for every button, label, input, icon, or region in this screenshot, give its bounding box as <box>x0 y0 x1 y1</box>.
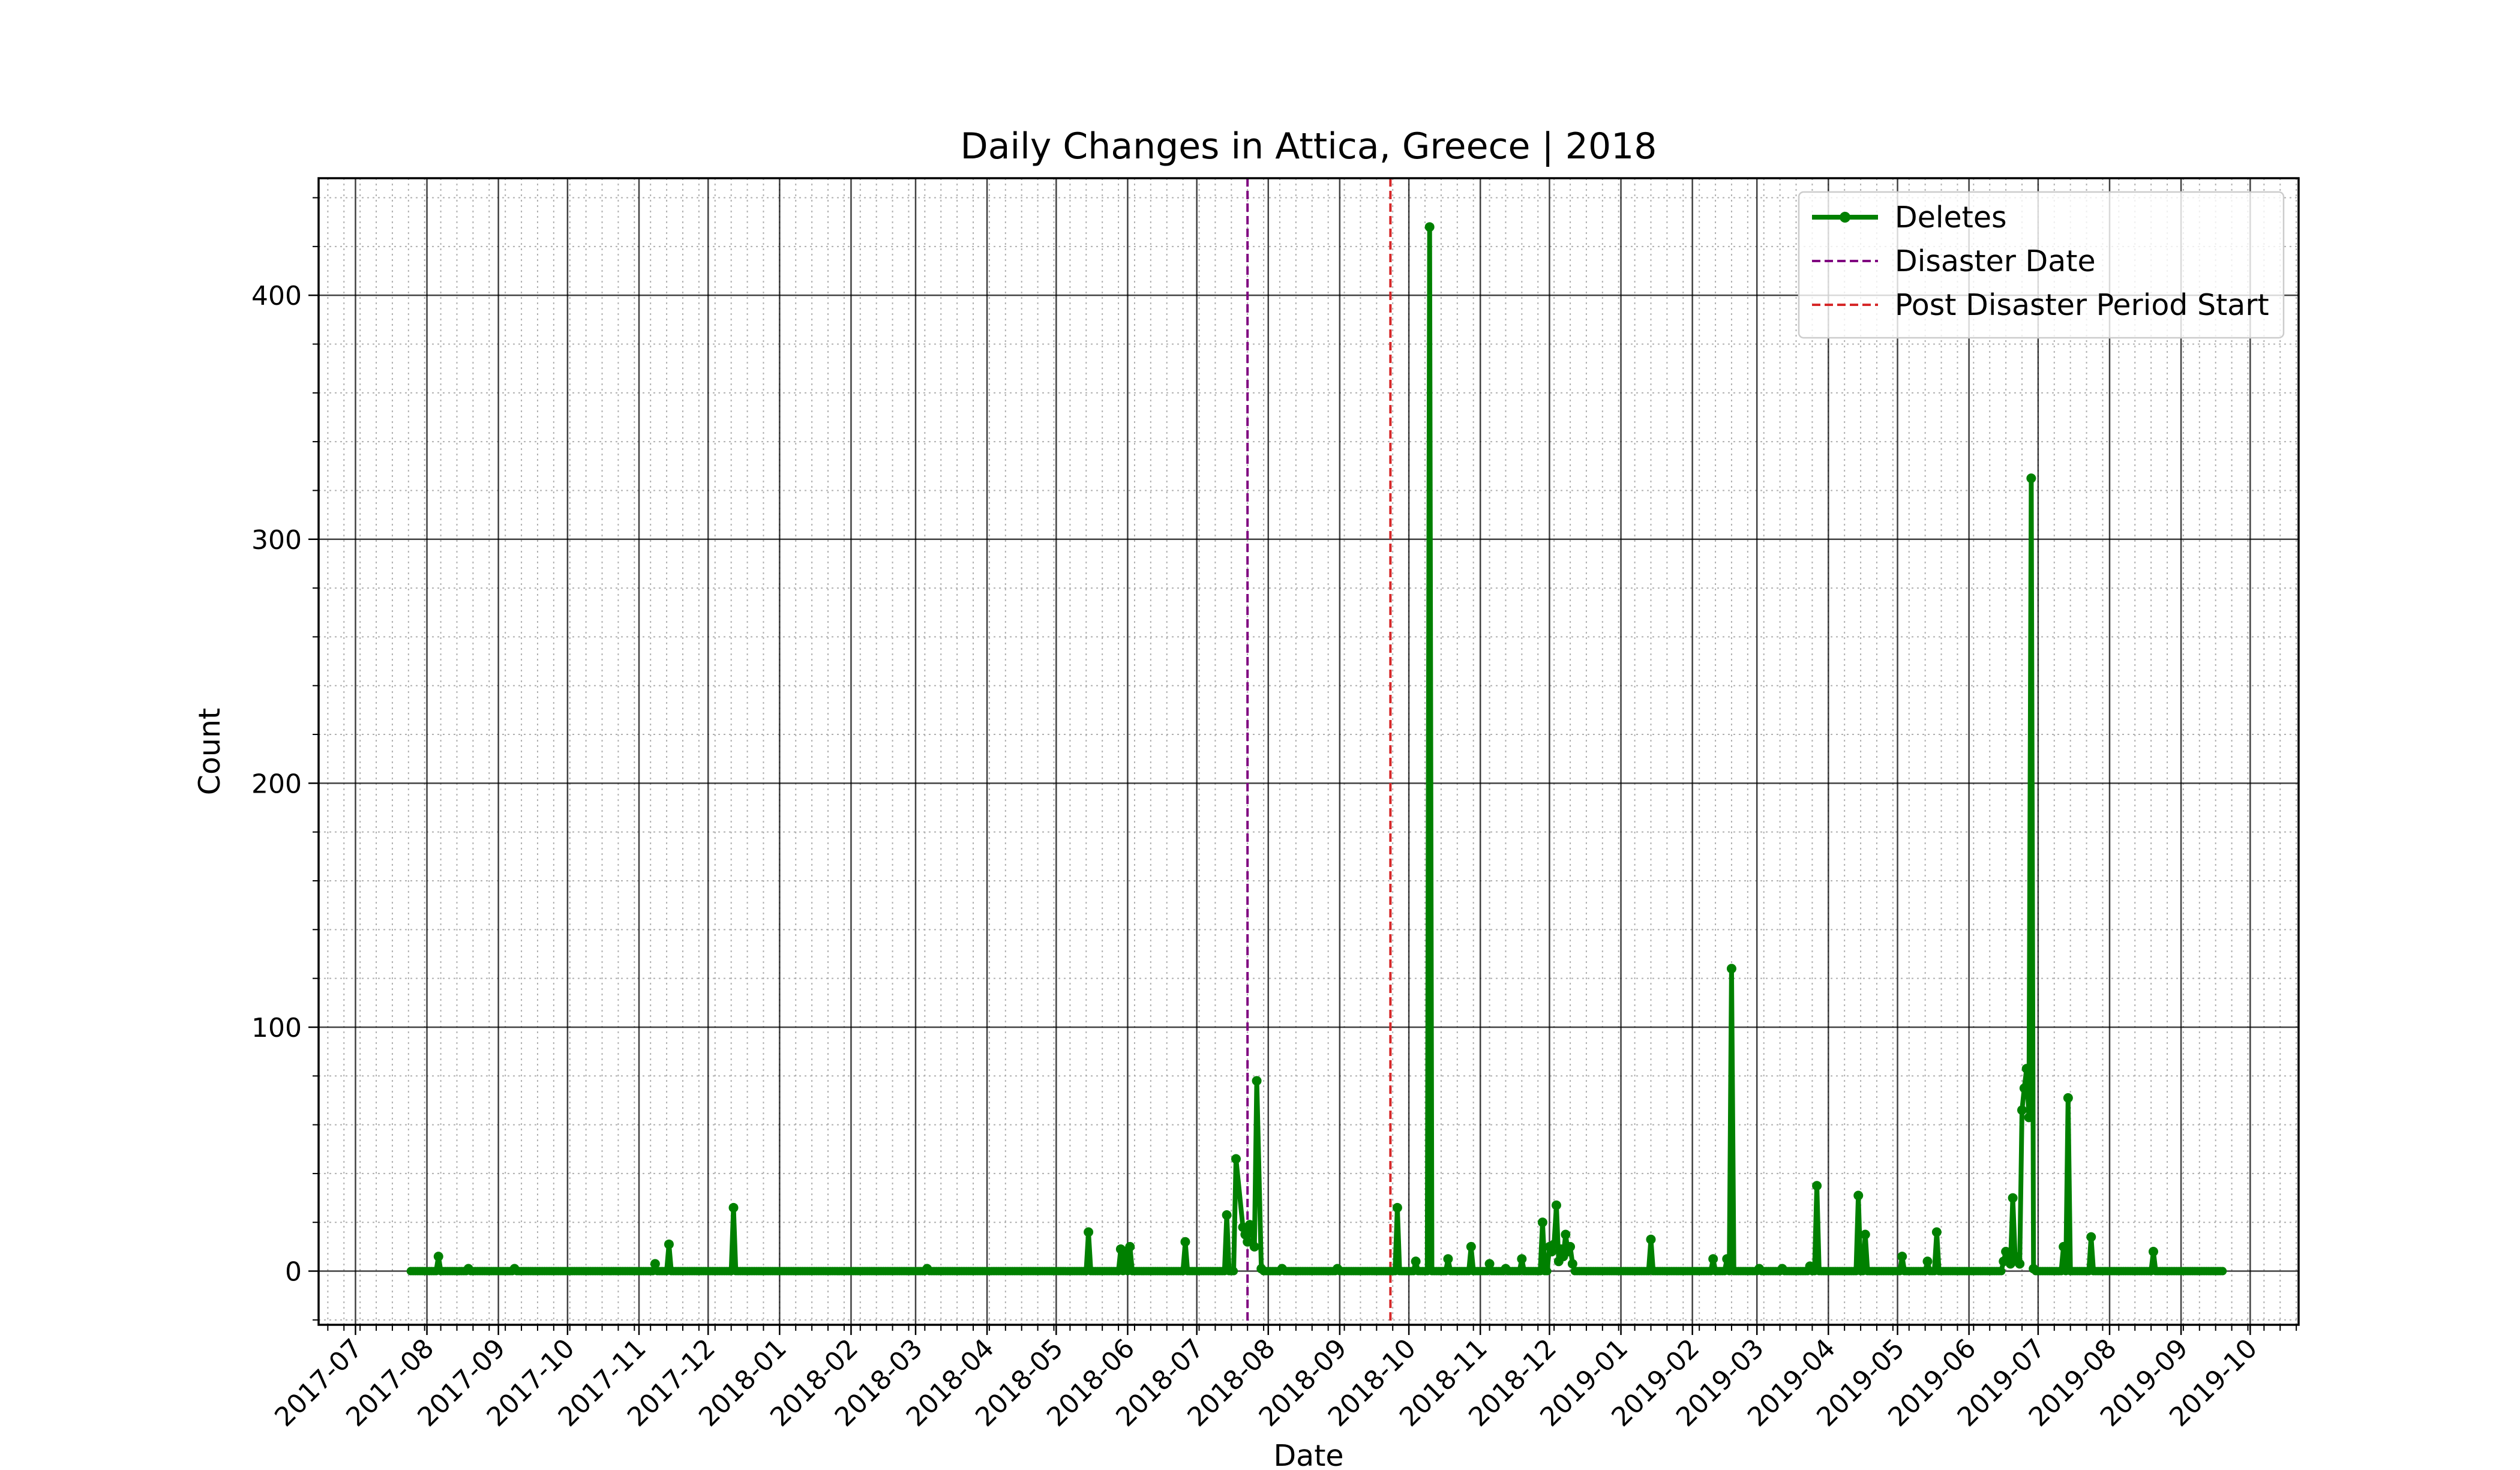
y-tick-label: 0 <box>285 1257 302 1288</box>
legend-post-disaster-period-start-label: Post Disaster Period Start <box>1895 288 2269 322</box>
data-point <box>1392 1202 1402 1213</box>
data-point <box>1549 1239 1559 1249</box>
data-point <box>1277 1264 1287 1274</box>
data-point <box>1931 1227 1942 1237</box>
chart-title: Daily Changes in Attica, Greece | 2018 <box>961 125 1657 167</box>
data-point <box>1708 1254 1718 1264</box>
data-point <box>2029 1264 2039 1274</box>
data-point <box>1561 1229 1571 1240</box>
data-point <box>1997 1267 2006 1276</box>
data-point <box>433 1252 443 1262</box>
data-point <box>1333 1264 1343 1274</box>
data-point <box>2218 1267 2227 1276</box>
data-point <box>1249 1241 1259 1252</box>
data-point <box>1777 1264 1787 1274</box>
data-point <box>1125 1241 1135 1252</box>
data-point <box>2001 1247 2011 1257</box>
data-point <box>1754 1264 1765 1274</box>
data-point <box>1243 1237 1253 1247</box>
data-point <box>2148 1247 2158 1257</box>
legend-deletes-marker <box>1840 212 1850 223</box>
plot-frame <box>317 177 2300 1326</box>
data-point <box>1543 1267 1552 1276</box>
data-point <box>922 1264 932 1274</box>
data-point <box>1222 1210 1232 1220</box>
data-point <box>1256 1264 1267 1274</box>
data-point <box>664 1239 674 1249</box>
y-axis-ticks: 0 100 200 300 400 <box>251 281 319 1288</box>
data-point <box>1466 1241 1476 1252</box>
data-point <box>2086 1232 2096 1242</box>
data-point <box>1484 1259 1495 1269</box>
legend: Deletes Disaster Date Post Disaster Period… <box>1798 191 2285 339</box>
data-point <box>728 1202 739 1213</box>
data-point <box>1922 1256 1933 1267</box>
data-point <box>2017 1105 2027 1115</box>
reference-lines <box>1246 178 1392 1325</box>
y-tick-label: 100 <box>251 1013 302 1043</box>
legend-disaster-date: Disaster Date <box>1812 244 2096 278</box>
data-point <box>2015 1259 2025 1269</box>
legend-disaster-date-label: Disaster Date <box>1895 244 2096 278</box>
data-point <box>1853 1190 1864 1201</box>
data-point <box>1812 1181 1822 1191</box>
data-point <box>1424 222 1435 232</box>
data-point <box>1252 1076 1262 1086</box>
data-point <box>1567 1259 1577 1269</box>
data-point <box>1229 1267 1238 1276</box>
legend-entries: Deletes Disaster Date Post Disaster Period… <box>1812 200 2269 322</box>
data-point <box>509 1264 520 1274</box>
data-point <box>2008 1193 2018 1203</box>
data-point <box>1231 1154 1241 1164</box>
data-point <box>1805 1261 1815 1271</box>
data-point <box>1411 1256 1421 1267</box>
data-point <box>1551 1200 1561 1210</box>
data-point <box>1897 1252 1907 1262</box>
data-point <box>2024 1112 2034 1123</box>
data-point <box>1547 1247 1557 1257</box>
data-point <box>1501 1264 1511 1274</box>
data-point <box>1646 1234 1656 1244</box>
y-axis-label: Count <box>193 708 227 796</box>
data-point <box>1180 1237 1190 1247</box>
data-point <box>2026 473 2036 484</box>
data-point <box>1247 1227 1257 1237</box>
data-point <box>650 1259 660 1269</box>
data-point <box>1722 1254 1732 1264</box>
data-point <box>463 1264 473 1274</box>
data-point <box>2021 1064 2032 1074</box>
legend-deletes: Deletes <box>1812 200 2007 235</box>
legend-post-disaster-period-start: Post Disaster Period Start <box>1812 288 2269 322</box>
series-layer <box>406 222 2227 1276</box>
y-tick-label: 400 <box>251 281 302 311</box>
legend-deletes-label: Deletes <box>1895 200 2007 235</box>
x-axis-label: Date <box>1273 1439 1343 1470</box>
data-point <box>1517 1254 1527 1264</box>
data-point <box>1860 1229 1870 1240</box>
data-point <box>1245 1220 1255 1230</box>
y-tick-label: 200 <box>251 769 302 799</box>
minor-grid <box>313 178 2299 1331</box>
data-point <box>1443 1254 1453 1264</box>
y-tick-label: 300 <box>251 525 302 556</box>
data-point <box>1565 1241 1576 1252</box>
data-point <box>1726 964 1736 974</box>
data-point <box>2063 1093 2073 1103</box>
data-point <box>1537 1217 1547 1228</box>
data-point <box>2059 1241 2069 1252</box>
data-point <box>2019 1083 2029 1093</box>
data-point <box>1084 1227 1094 1237</box>
legend-box <box>1798 191 2285 339</box>
